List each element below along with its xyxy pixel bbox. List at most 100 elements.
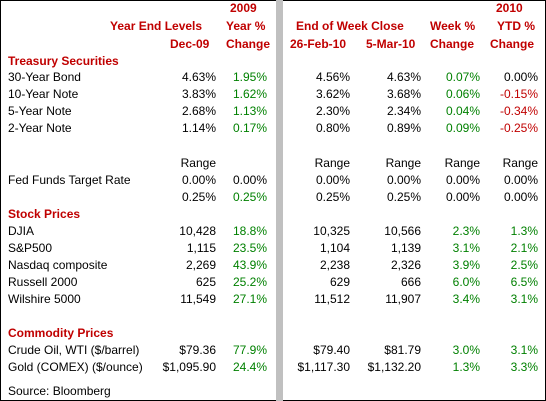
range-header-feb26: Range bbox=[314, 156, 350, 170]
year-change-value: 18.8% bbox=[232, 224, 267, 238]
row-label: Crude Oil, WTI ($/barrel) bbox=[8, 343, 140, 357]
row-label: 10-Year Note bbox=[8, 87, 79, 101]
ytd-change-value: 0.00% bbox=[503, 70, 538, 84]
header-2010: 2010 bbox=[496, 1, 523, 15]
week-change-value: 0.00% bbox=[445, 173, 480, 187]
feb26-value: 4.56% bbox=[315, 70, 350, 84]
ytd-change-value: 2.5% bbox=[510, 258, 538, 272]
ytd-change-value: 3.1% bbox=[510, 292, 538, 306]
dec09-value: 3.83% bbox=[181, 87, 216, 101]
dec09-value: 625 bbox=[195, 275, 216, 289]
week-change-value: 3.0% bbox=[452, 343, 480, 357]
ytd-change-value: -0.25% bbox=[499, 121, 538, 135]
section-stocks: Stock Prices bbox=[8, 207, 81, 221]
week-change-value: 3.4% bbox=[452, 292, 480, 306]
week-change-value: 6.0% bbox=[452, 275, 480, 289]
row-label: S&P500 bbox=[8, 241, 53, 255]
ytd-change-value: 1.3% bbox=[510, 224, 538, 238]
range-header-dec09: Range bbox=[180, 156, 216, 170]
row-label: Wilshire 5000 bbox=[8, 292, 81, 306]
feb26-value: 0.25% bbox=[315, 190, 350, 204]
feb26-value: 3.62% bbox=[315, 87, 350, 101]
mar5-value: 0.89% bbox=[386, 121, 421, 135]
mar5-value: $81.79 bbox=[384, 343, 421, 357]
column-divider bbox=[276, 0, 283, 401]
week-change-value: 0.06% bbox=[445, 87, 480, 101]
dec09-value: $1,095.90 bbox=[162, 360, 216, 374]
mar5-value: 0.25% bbox=[386, 190, 421, 204]
feb26-value: 629 bbox=[329, 275, 350, 289]
week-change-value: 0.07% bbox=[445, 70, 480, 84]
feb26-value: 10,325 bbox=[313, 224, 350, 238]
ytd-change-value: 0.00% bbox=[503, 173, 538, 187]
mar5-value: $1,132.20 bbox=[367, 360, 421, 374]
ytd-change-value: -0.34% bbox=[499, 104, 538, 118]
range-header-ytd: Range bbox=[502, 156, 538, 170]
year-change-value: 25.2% bbox=[232, 275, 267, 289]
feb26-value: 2.30% bbox=[315, 104, 350, 118]
mar5-value: 10,566 bbox=[384, 224, 421, 238]
mar5-value: 4.63% bbox=[386, 70, 421, 84]
row-label: 5-Year Note bbox=[8, 104, 72, 118]
header-change-ytd: Change bbox=[490, 37, 535, 51]
row-label: Gold (COMEX) ($/ounce) bbox=[8, 360, 143, 374]
mar5-value: 3.68% bbox=[386, 87, 421, 101]
year-change-value: 23.5% bbox=[232, 241, 267, 255]
week-change-value: 3.1% bbox=[452, 241, 480, 255]
year-change-value: 0.17% bbox=[232, 121, 267, 135]
feb26-value: $79.40 bbox=[313, 343, 350, 357]
year-change-value: 1.13% bbox=[232, 104, 267, 118]
ytd-change-value: 6.5% bbox=[510, 275, 538, 289]
year-change-value: 24.4% bbox=[232, 360, 267, 374]
mar5-value: 666 bbox=[400, 275, 421, 289]
row-label: Nasdaq composite bbox=[8, 258, 108, 272]
dec09-value: 11,549 bbox=[180, 292, 216, 306]
year-change-value: 77.9% bbox=[232, 343, 267, 357]
ytd-change-value: 3.3% bbox=[510, 360, 538, 374]
row-label: Russell 2000 bbox=[8, 275, 78, 289]
week-change-value: 2.3% bbox=[452, 224, 480, 238]
year-change-value: 43.9% bbox=[232, 258, 267, 272]
header-26feb10: 26-Feb-10 bbox=[290, 37, 347, 51]
ytd-change-value: 3.1% bbox=[510, 343, 538, 357]
year-change-value: 1.95% bbox=[232, 70, 267, 84]
week-change-value: 0.00% bbox=[445, 190, 480, 204]
header-2009: 2009 bbox=[230, 1, 257, 15]
ytd-change-value: -0.15% bbox=[499, 87, 538, 101]
year-change-value: 27.1% bbox=[232, 292, 267, 306]
source-note: Source: Bloomberg bbox=[8, 384, 111, 398]
feb26-value: 11,512 bbox=[314, 292, 350, 306]
header-year-end-levels: Year End Levels bbox=[110, 19, 203, 33]
dec09-value: 1,115 bbox=[186, 241, 216, 255]
dec09-value: 4.63% bbox=[181, 70, 216, 84]
feb26-value: 0.80% bbox=[315, 121, 350, 135]
header-change-year: Change bbox=[226, 37, 271, 51]
week-change-value: 0.09% bbox=[445, 121, 480, 135]
section-treasury: Treasury Securities bbox=[8, 54, 119, 68]
mar5-value: 2.34% bbox=[386, 104, 421, 118]
section-commodities: Commodity Prices bbox=[8, 326, 114, 340]
header-year-pct: Year % bbox=[226, 19, 266, 33]
mar5-value: 0.00% bbox=[386, 173, 421, 187]
mar5-value: 1,139 bbox=[390, 241, 421, 255]
week-change-value: 3.9% bbox=[452, 258, 480, 272]
dec09-value: 2.68% bbox=[181, 104, 216, 118]
dec09-value: 0.25% bbox=[181, 190, 216, 204]
header-end-of-week-close: End of Week Close bbox=[296, 19, 404, 33]
dec09-value: 10,428 bbox=[179, 224, 216, 238]
dec09-value: $79.36 bbox=[179, 343, 216, 357]
dec09-value: 2,269 bbox=[185, 258, 216, 272]
header-5mar10: 5-Mar-10 bbox=[366, 37, 416, 51]
row-label: DJIA bbox=[8, 224, 35, 238]
header-week-pct: Week % bbox=[430, 19, 476, 33]
row-label: 30-Year Bond bbox=[8, 70, 81, 84]
feb26-value: 2,238 bbox=[319, 258, 350, 272]
feb26-value: $1,117.30 bbox=[297, 360, 351, 374]
week-change-value: 1.3% bbox=[452, 360, 480, 374]
dec09-value: 1.14% bbox=[181, 121, 216, 135]
dec09-value: 0.00% bbox=[181, 173, 216, 187]
ytd-change-value: 0.00% bbox=[503, 190, 538, 204]
ytd-change-value: 2.1% bbox=[510, 241, 538, 255]
header-dec09: Dec-09 bbox=[170, 37, 210, 51]
fed-funds-label: Fed Funds Target Rate bbox=[8, 173, 131, 187]
